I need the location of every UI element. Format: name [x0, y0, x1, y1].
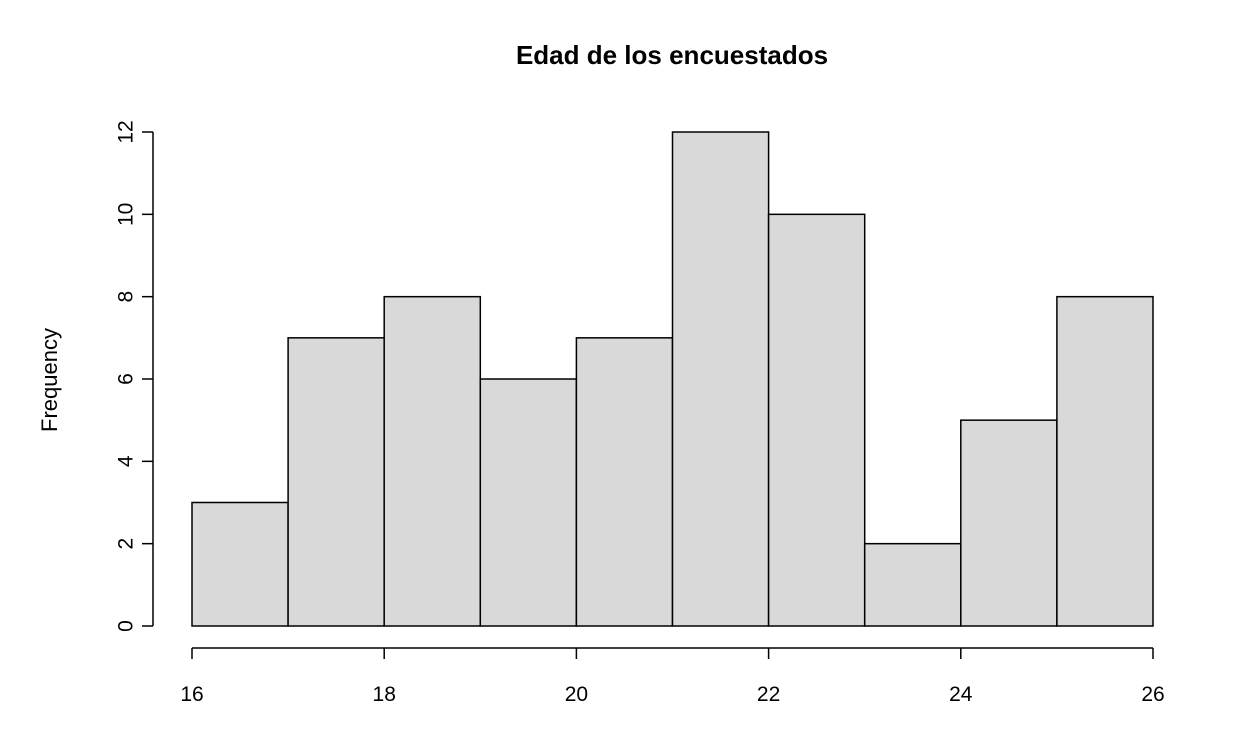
- histogram-bar: [863, 542, 962, 627]
- y-tick-label: 4: [115, 455, 138, 467]
- histogram-bar: [575, 337, 674, 627]
- x-tick-label: 16: [180, 683, 203, 706]
- bars-group: [191, 131, 1154, 627]
- histogram-bar: [767, 213, 866, 627]
- x-tick-label: 18: [373, 683, 396, 706]
- chart-title: Edad de los encuestados: [516, 40, 828, 70]
- y-tick-label: 0: [115, 620, 138, 632]
- y-tick-label: 10: [115, 203, 138, 226]
- histogram-bar: [479, 378, 578, 627]
- y-axis-label: Frequency: [37, 328, 62, 432]
- x-tick-label: 20: [565, 683, 588, 706]
- x-tick-label: 26: [1141, 683, 1164, 706]
- x-tick-label: 22: [757, 683, 780, 706]
- y-axis: 0 2 4 6 8 10 12: [115, 120, 154, 632]
- histogram-bar: [671, 131, 770, 627]
- y-tick-label: 8: [115, 291, 138, 303]
- histogram-bar: [191, 501, 289, 627]
- y-tick-label: 12: [115, 120, 138, 143]
- x-tick-label: 24: [949, 683, 973, 706]
- histogram-bar: [960, 419, 1058, 627]
- histogram-bar: [287, 337, 385, 627]
- histogram-bar: [1056, 295, 1154, 627]
- histogram-bar: [383, 295, 482, 627]
- y-tick-label: 2: [115, 538, 138, 550]
- x-axis: 16 18 20 22 24 26: [180, 647, 1165, 706]
- y-tick-label: 6: [115, 373, 138, 385]
